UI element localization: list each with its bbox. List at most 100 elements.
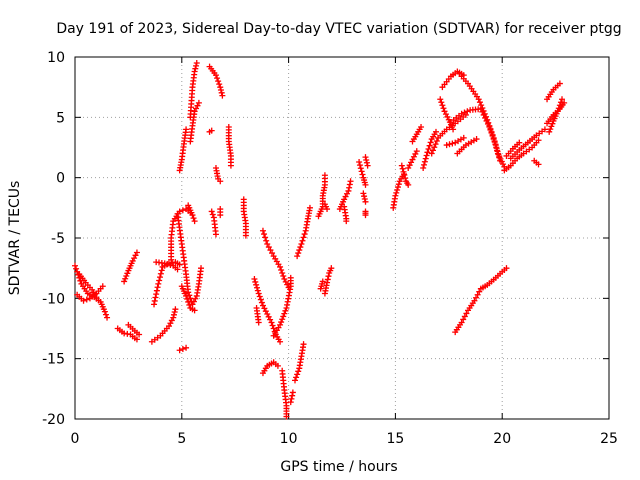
data-point <box>172 306 179 313</box>
data-point <box>155 280 162 287</box>
data-point <box>393 189 400 196</box>
data-point <box>449 140 456 147</box>
data-point <box>300 341 307 348</box>
data-point <box>346 181 353 188</box>
data-point <box>176 347 183 354</box>
data-point <box>361 195 368 202</box>
data-point <box>458 110 465 117</box>
data-point <box>405 165 412 172</box>
data-point <box>258 299 265 306</box>
data-point <box>405 181 412 188</box>
data-point <box>343 190 350 197</box>
data-point <box>179 346 186 353</box>
y-tick-label: 0 <box>56 171 65 187</box>
data-point <box>413 148 420 155</box>
data-point <box>363 159 370 166</box>
data-point <box>399 165 406 172</box>
data-point <box>170 314 177 321</box>
data-point <box>255 319 262 326</box>
data-point <box>73 265 80 272</box>
data-point <box>264 241 271 248</box>
data-point <box>347 178 354 185</box>
data-point <box>267 247 274 254</box>
data-point <box>265 313 272 320</box>
data-point <box>277 321 284 328</box>
data-point <box>546 128 553 135</box>
data-point <box>359 171 366 178</box>
data-point <box>72 262 78 269</box>
data-point <box>101 308 108 315</box>
data-point <box>183 344 190 351</box>
data-point <box>216 81 223 88</box>
data-point <box>283 413 290 420</box>
data-point <box>475 96 482 103</box>
data-point <box>183 126 190 133</box>
data-point <box>121 278 128 285</box>
data-point <box>299 237 306 244</box>
data-point <box>410 153 417 160</box>
data-point <box>185 289 192 296</box>
data-point <box>480 111 487 118</box>
data-point <box>400 168 407 175</box>
data-point <box>463 310 470 317</box>
data-point <box>132 252 139 259</box>
data-point <box>358 168 365 175</box>
x-tick-label: 10 <box>280 431 298 447</box>
data-point <box>183 292 190 299</box>
data-point <box>280 273 287 280</box>
data-point <box>194 102 201 109</box>
data-point <box>259 227 266 234</box>
data-point <box>362 212 369 219</box>
data-point <box>409 156 416 163</box>
data-point <box>287 399 294 406</box>
data-point <box>483 117 490 124</box>
data-point <box>428 150 435 157</box>
data-point <box>360 190 367 197</box>
x-tick-label: 20 <box>493 431 511 447</box>
data-point <box>491 139 498 146</box>
data-point <box>438 99 445 106</box>
data-point <box>484 120 491 127</box>
data-point <box>270 325 277 332</box>
data-point <box>151 301 158 308</box>
data-point <box>293 374 300 381</box>
data-point <box>557 99 564 106</box>
data-point <box>297 244 304 251</box>
data-point <box>516 139 523 146</box>
data-point <box>489 133 496 140</box>
data-point <box>161 260 168 267</box>
data-point <box>556 80 563 87</box>
data-point <box>195 99 202 106</box>
data-point <box>185 298 192 305</box>
data-point <box>264 311 271 318</box>
data-point <box>421 161 428 168</box>
data-point <box>184 295 191 302</box>
data-point <box>170 311 177 318</box>
data-point <box>208 208 215 215</box>
data-point <box>265 244 272 251</box>
data-point <box>93 294 100 301</box>
data-point <box>298 241 305 248</box>
data-point <box>324 279 331 286</box>
data-point <box>192 65 199 72</box>
data-point <box>356 162 363 169</box>
y-axis-title: SDTVAR / TECUs <box>7 181 23 296</box>
data-point <box>555 105 562 112</box>
data-point <box>437 96 444 103</box>
data-point <box>261 231 268 238</box>
data-point <box>319 278 326 285</box>
data-point <box>189 212 196 219</box>
data-point <box>269 322 276 329</box>
data-point <box>362 198 369 205</box>
data-point <box>476 288 483 295</box>
data-point <box>242 232 249 239</box>
data-point <box>547 126 554 133</box>
data-point <box>262 308 269 315</box>
data-point <box>429 147 436 154</box>
data-point <box>154 284 161 291</box>
data-point <box>394 186 401 193</box>
data-point <box>295 250 302 257</box>
data-point <box>252 278 259 285</box>
data-point <box>80 297 87 304</box>
data-point <box>263 237 270 244</box>
